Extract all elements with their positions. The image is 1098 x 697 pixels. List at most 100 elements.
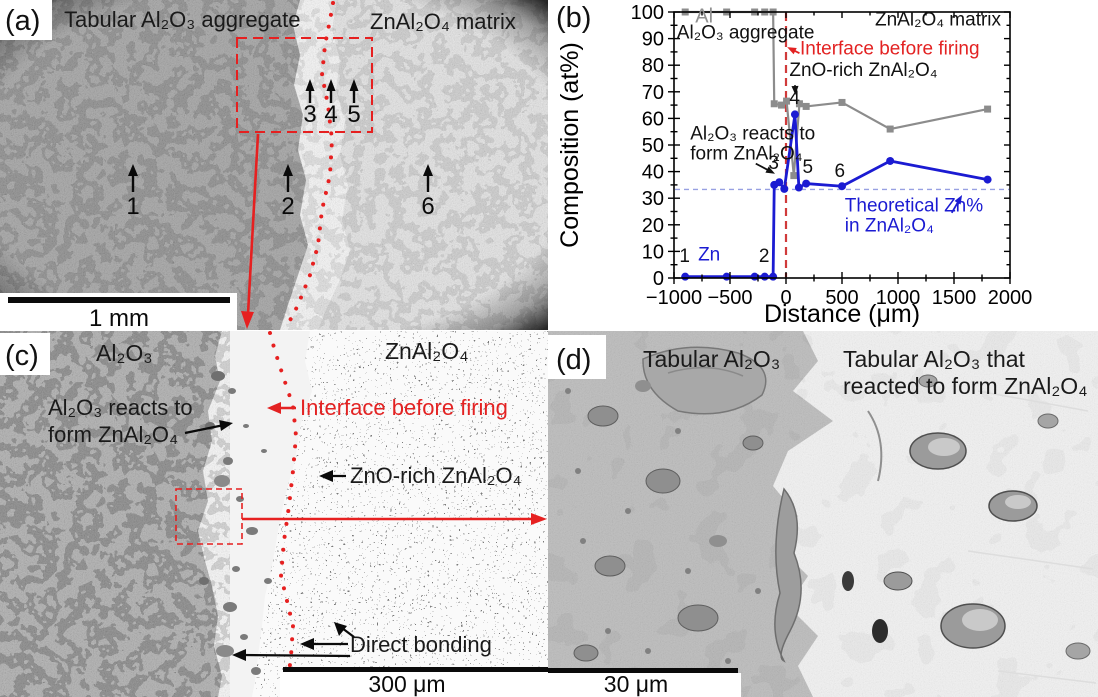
chart-annotation-1: Al₂O₃ aggregate (677, 23, 815, 44)
x-tick-label: 0 (780, 287, 791, 309)
data-point-Zn (760, 272, 769, 281)
reacted-region-label-line1: Tabular Al₂O₃ that (843, 346, 1026, 372)
point-marker-3: 3 (303, 101, 316, 128)
zoom-arrow (242, 513, 547, 525)
data-point-Zn (886, 156, 895, 165)
point-marker-4: 4 (324, 101, 337, 128)
composition-profile-chart: −1000 −500 0 500 1000 1500 2000 0 10 20 30 40 50 60 70… (556, 2, 1032, 328)
data-point-Al (790, 172, 798, 180)
zno-rich-annotation: ZnO-rich ZnAl₂O₄ (350, 463, 522, 488)
annotation-arrow-1 (791, 85, 799, 95)
aggregate-region-label: Tabular Al₂O₃ aggregate (64, 7, 300, 32)
reacts-arrow-icon (184, 420, 233, 435)
reacted-pores (842, 374, 1097, 684)
chart-annotation-6: form ZnAl₂O₄ (690, 144, 803, 165)
x-axis-title: Distance (μm) (764, 300, 920, 328)
scale-bar-label: 1 mm (89, 305, 149, 330)
scale-bar: 300 μm (280, 667, 548, 697)
scale-bar-label: 300 μm (368, 671, 445, 697)
data-point-Zn (769, 272, 778, 281)
red-dotted-interface-line (268, 331, 299, 697)
reacts-annotation-line1: Al₂O₃ reacts to (48, 395, 193, 420)
direct-bonding-annotation: Direct bonding (350, 632, 492, 657)
data-point-Al (984, 105, 992, 113)
x-tick-label: 1000 (876, 287, 921, 309)
x-tick-label: 1500 (932, 287, 977, 309)
zoom-arrow (241, 133, 260, 329)
data-point-Al (795, 100, 803, 108)
data-point-Zn (790, 110, 799, 119)
point-marker-5: 5 (347, 101, 360, 128)
reacted-region-label-line2: reacted to form ZnAl₂O₄ (843, 373, 1088, 399)
y-tick-label: 20 (642, 215, 664, 237)
data-point-Zn (983, 175, 992, 184)
y-tick-label: 40 (642, 162, 664, 184)
chart-annotation-3: Interface before firing (800, 39, 980, 60)
data-point-Al (886, 125, 894, 133)
panel-b-composition-chart: −1000 −500 0 500 1000 1500 2000 0 10 20 30 40 50 60 70… (548, 0, 1098, 330)
y-tick-label: 80 (642, 55, 664, 77)
data-point-Al (802, 102, 810, 110)
y-tick-label: 0 (653, 268, 664, 290)
data-point-Zn (681, 272, 690, 281)
tabular-alumina-label: Tabular Al₂O₃ (643, 346, 780, 372)
alumina-region-label: Al₂O₃ (96, 340, 153, 366)
alumina-pores (565, 346, 802, 664)
chart-annotation-7: Theoretical Zn% (845, 196, 983, 217)
data-point-Zn (780, 184, 789, 193)
annotation-arrow-0 (787, 47, 800, 55)
x-tick-label: 500 (825, 287, 858, 309)
series-Zn (681, 110, 992, 281)
chart-annotation-0: Al (695, 6, 713, 28)
panel-label: (a) (0, 0, 52, 40)
chart-annotation-4: ZnO-rich ZnAl₂O₄ (789, 60, 937, 81)
spinel-region-label: ZnAl₂O₄ (385, 338, 469, 364)
panel-label: (d) (548, 335, 606, 379)
interface-annotation: Interface before firing (300, 395, 508, 420)
chart-annotation-8: in ZnAl₂O₄ (845, 215, 934, 236)
data-point-Al (783, 97, 791, 105)
x-tick-label: −1000 (646, 287, 702, 309)
annotation-arrow-3 (950, 195, 963, 214)
data-point-Al (770, 100, 778, 108)
x-tick-label: −500 (707, 287, 752, 309)
scale-bar-label: 30 μm (604, 671, 668, 697)
data-point-Zn (794, 183, 803, 192)
chart-annotation-9: Zn (698, 245, 720, 266)
point-marker-6: 6 (421, 193, 434, 220)
red-dotted-interface-line (284, 1, 335, 330)
data-point-Zn (838, 182, 846, 191)
data-point-Al (838, 98, 846, 106)
zoom-region-box (175, 488, 243, 545)
y-axis-title: Composition (at%) (556, 42, 584, 248)
svg-text:(c): (c) (5, 340, 39, 372)
zno-rich-arrow-icon (319, 470, 346, 482)
interface-arrow-icon (267, 402, 296, 414)
chart-point-label-5: 5 (803, 157, 814, 178)
svg-text:(a): (a) (5, 5, 40, 37)
reacts-annotation-line2: form ZnAl₂O₄ (48, 422, 178, 447)
zoom-region-box (236, 37, 373, 133)
chart-annotation-2: ZnAl₂O₄ matrix (875, 9, 1001, 30)
panel-a-sem-overview: 1 2 6 3 4 5 Tabular Al₂O₃ aggregate ZnAl… (0, 0, 548, 330)
chart-point-label-1: 1 (679, 246, 690, 267)
panel-c-sem-interface: Al₂O₃ ZnAl₂O₄ Al₂O₃ reacts to form ZnAl₂… (0, 331, 548, 697)
panel-label: (c) (0, 333, 50, 375)
chart-annotation-5: Al₂O₃ reacts to (690, 124, 815, 145)
svg-text:(d): (d) (556, 344, 591, 376)
x-tick-label: 2000 (988, 287, 1033, 309)
matrix-region-label: ZnAl₂O₄ matrix (370, 9, 516, 34)
panel-d-sem-closeup: Tabular Al₂O₃ Tabular Al₂O₃ that reacted… (548, 331, 1098, 697)
y-tick-label: 100 (631, 2, 664, 24)
y-tick-label: 50 (642, 135, 664, 157)
point-marker-2: 2 (281, 193, 294, 220)
y-tick-label: 10 (642, 241, 664, 263)
scale-bar: 30 μm (548, 668, 741, 697)
panel-label: (b) (552, 2, 600, 38)
axes: −1000 −500 0 500 1000 1500 2000 0 10 20 30 40 50 60 70… (556, 2, 1032, 328)
blotch-texture (0, 331, 230, 697)
point-marker-1: 1 (126, 193, 139, 220)
data-point-Zn (775, 178, 784, 187)
y-tick-label: 70 (642, 82, 664, 104)
